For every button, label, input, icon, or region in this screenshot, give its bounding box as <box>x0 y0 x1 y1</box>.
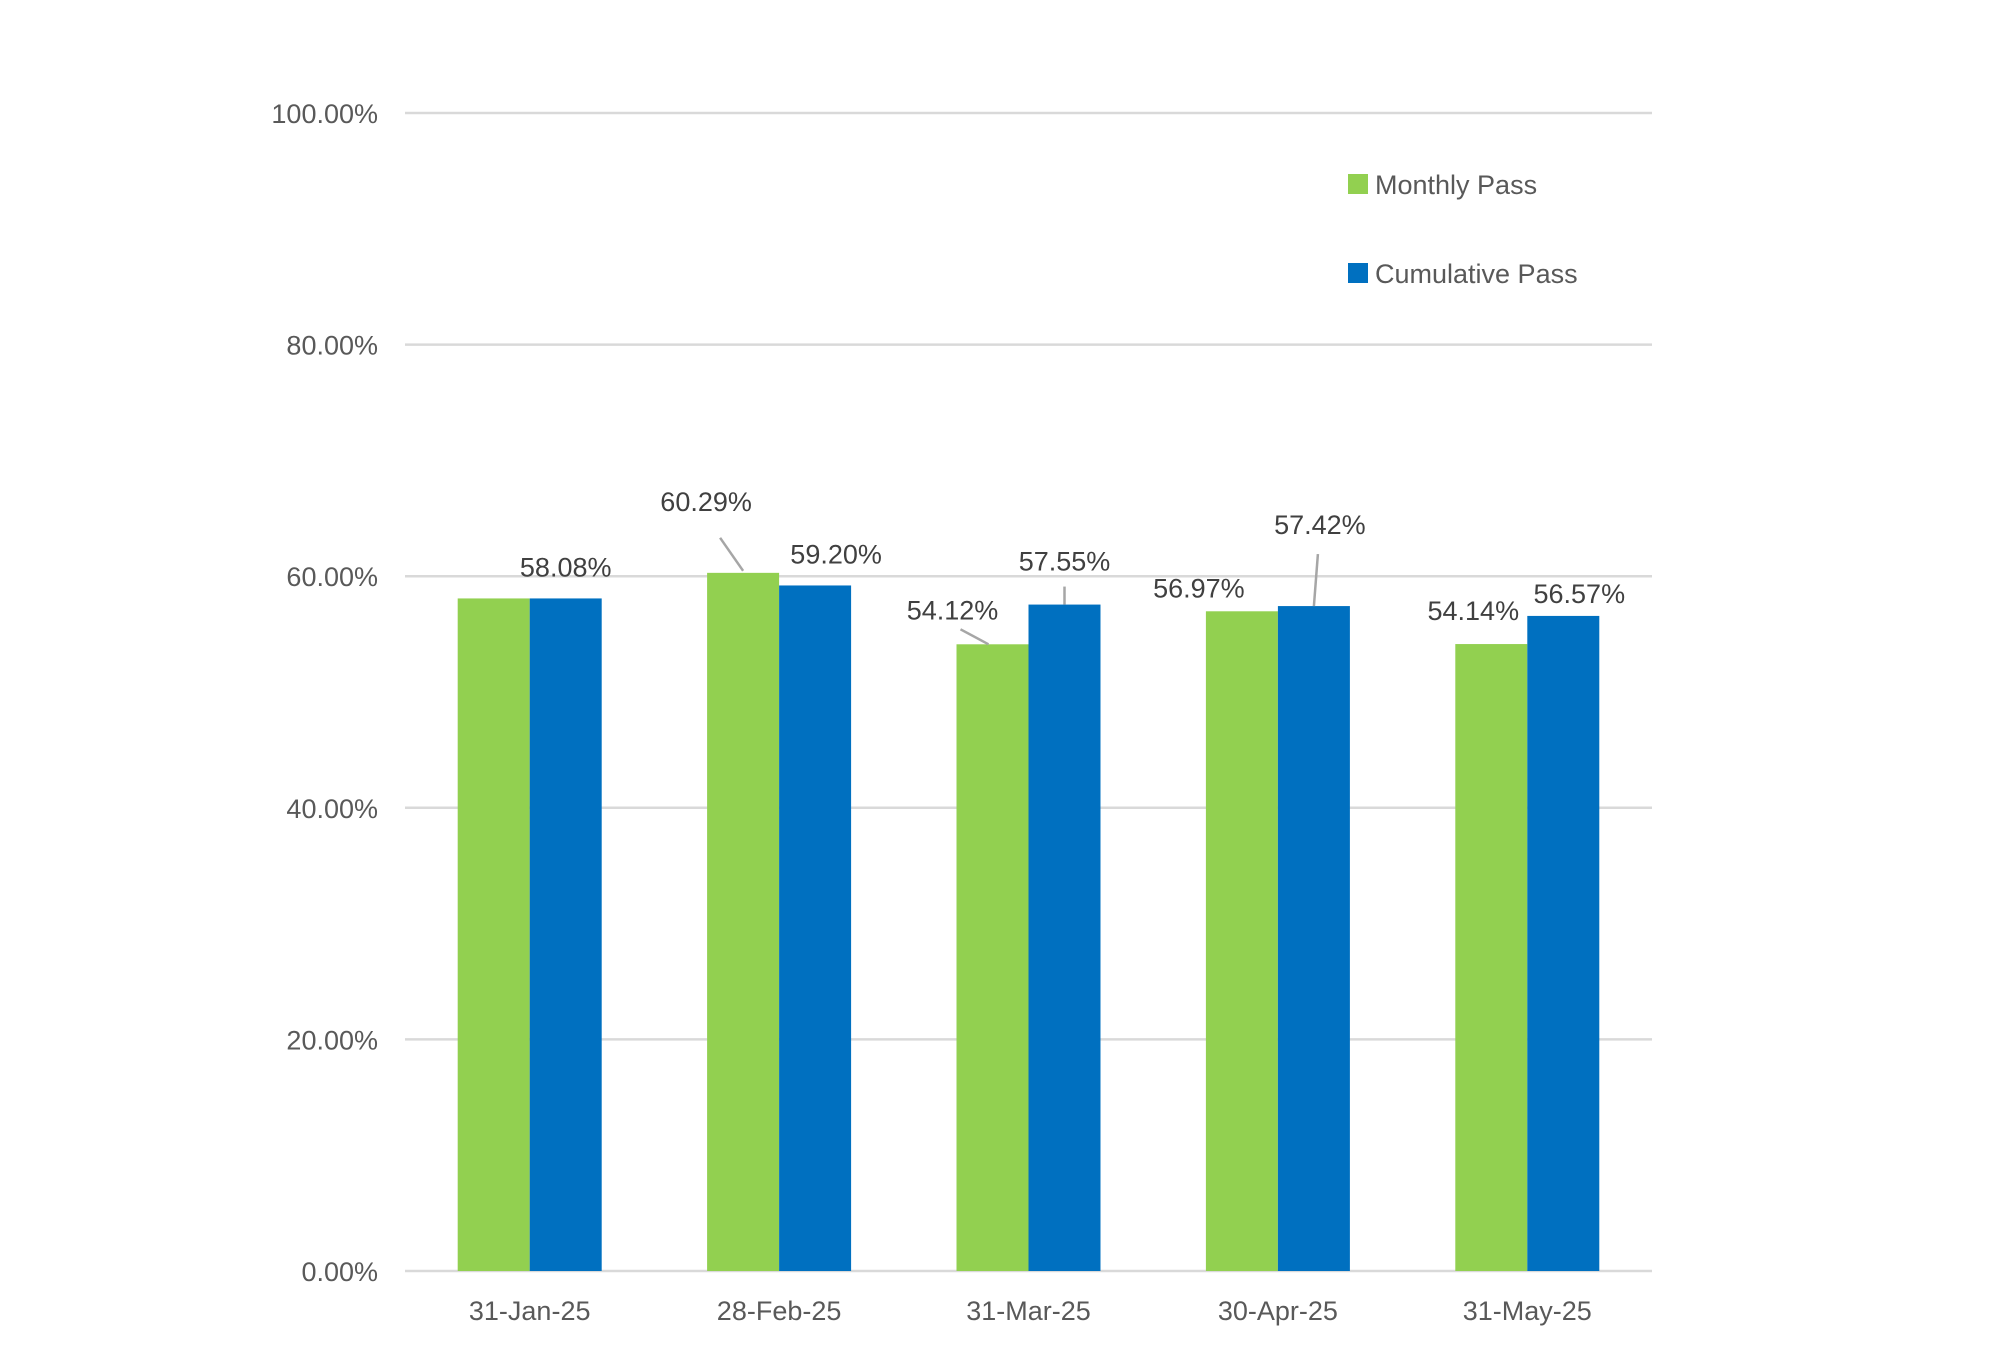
y-tick-label: 60.00% <box>286 562 378 592</box>
x-tick-label: 31-May-25 <box>1463 1296 1592 1326</box>
data-label-cumulative-pass: 58.08% <box>520 552 612 582</box>
data-label-cumulative-pass: 57.42% <box>1274 510 1366 540</box>
data-label-monthly-pass: 54.14% <box>1428 596 1520 626</box>
data-labels: 60.29% 54.12% 56.97% 54.14% 58.08% 59.20% 57.5… <box>520 487 1625 626</box>
y-tick-label: 40.00% <box>286 794 378 824</box>
leader-line <box>719 537 745 572</box>
x-tick-label: 30-Apr-25 <box>1218 1296 1338 1326</box>
bar-monthly-pass <box>1205 611 1278 1271</box>
label-leader-lines <box>719 537 1320 646</box>
legend: Monthly Pass Cumulative Pass <box>1348 170 1578 289</box>
data-label-cumulative-pass: 57.55% <box>1019 547 1111 577</box>
y-tick-label: 100.00% <box>271 99 378 129</box>
bar-monthly-pass <box>1455 644 1528 1271</box>
leader-line <box>1312 553 1320 607</box>
legend-swatch <box>1348 263 1368 283</box>
x-axis: 31-Jan-25 28-Feb-25 31-Mar-25 30-Apr-25 31-M… <box>469 1296 1592 1326</box>
bar-cumulative-pass <box>1527 615 1600 1271</box>
y-axis: 0.00% 20.00% 40.00% 60.00% 80.00% 100.00% <box>271 99 378 1287</box>
leader-line <box>959 628 990 646</box>
data-label-monthly-pass: 56.97% <box>1153 573 1245 603</box>
x-tick-label: 28-Feb-25 <box>717 1296 842 1326</box>
x-tick-label: 31-Jan-25 <box>469 1296 591 1326</box>
bar-cumulative-pass <box>1028 604 1101 1271</box>
bar-monthly-pass <box>956 644 1029 1271</box>
bar-cumulative-pass <box>529 598 602 1271</box>
bar-cumulative-pass <box>779 585 852 1271</box>
data-label-monthly-pass: 54.12% <box>907 595 999 625</box>
legend-label: Cumulative Pass <box>1375 259 1578 289</box>
data-label-cumulative-pass: 56.57% <box>1534 579 1626 609</box>
legend-swatch <box>1348 174 1368 194</box>
x-tick-label: 31-Mar-25 <box>966 1296 1091 1326</box>
legend-label: Monthly Pass <box>1375 170 1537 200</box>
bar-monthly-pass <box>457 598 530 1271</box>
bars <box>457 572 1600 1271</box>
data-label-monthly-pass: 60.29% <box>660 487 752 517</box>
data-label-cumulative-pass: 59.20% <box>790 539 882 569</box>
y-tick-label: 0.00% <box>301 1257 378 1287</box>
bar-monthly-pass <box>707 572 780 1271</box>
y-tick-label: 80.00% <box>286 331 378 361</box>
y-tick-label: 20.00% <box>286 1025 378 1055</box>
bar-cumulative-pass <box>1277 606 1350 1271</box>
